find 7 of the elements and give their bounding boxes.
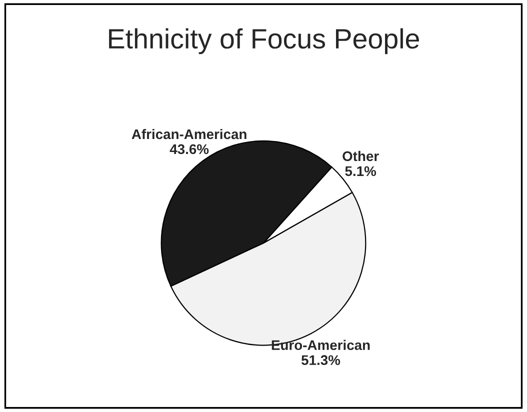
slice-label: Other [342,150,379,162]
data-label: 5.1% [345,166,376,176]
chart-title: Ethnicity of Focus People [109,28,419,54]
slice-label: Euro-American [272,340,370,350]
data-label: 43.6% [170,144,209,154]
data-label: 51.3% [301,355,340,366]
slice-label: African-American [132,128,246,140]
